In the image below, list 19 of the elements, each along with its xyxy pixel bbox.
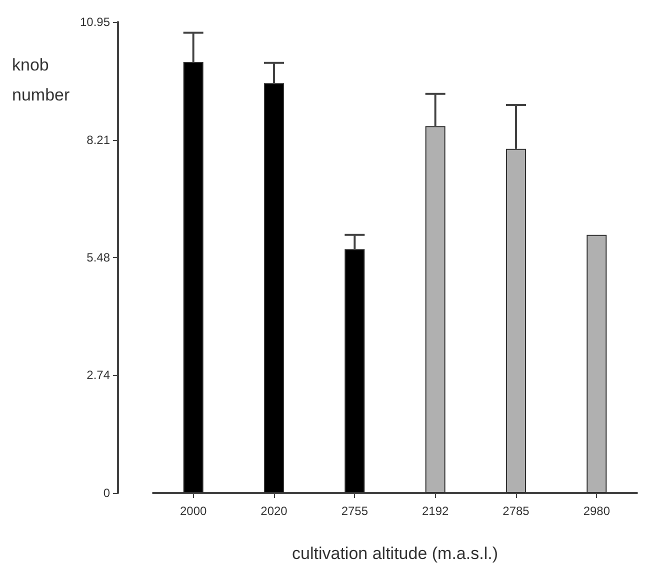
x-tick-label: 2785 <box>502 504 530 518</box>
x-axis-title: cultivation altitude (m.a.s.l.) <box>292 544 498 563</box>
x-tick-label: 2020 <box>260 504 288 518</box>
y-tick-label: 5.48 <box>86 250 110 264</box>
y-tick-label: 8.21 <box>86 132 110 147</box>
x-tick-label: 2000 <box>180 504 208 518</box>
y-tick-label: 2.74 <box>86 368 110 382</box>
y-tick-label: 0 <box>103 486 110 500</box>
x-tick-label: 2755 <box>341 504 368 518</box>
bar <box>344 249 365 493</box>
x-tick-label: 2980 <box>583 504 610 518</box>
bar <box>183 62 204 493</box>
bar <box>586 234 607 493</box>
bar <box>425 126 446 493</box>
bar <box>264 83 284 493</box>
y-axis-title: knob number <box>12 56 70 104</box>
x-tick-label: 2192 <box>422 504 450 518</box>
y-tick-label: 10.95 <box>80 15 110 29</box>
bar <box>506 148 526 493</box>
